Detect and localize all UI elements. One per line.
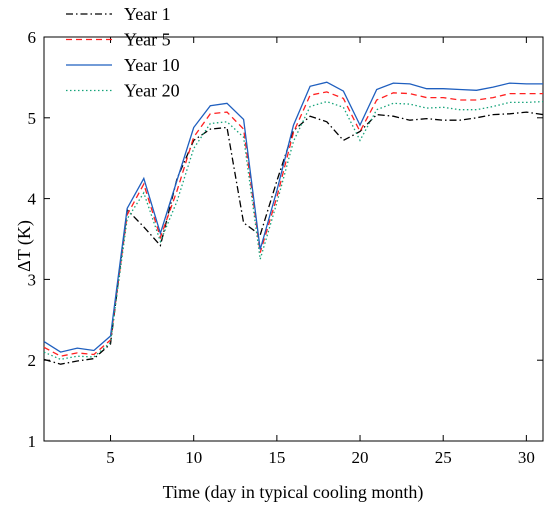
x-tick-label: 15: [268, 448, 285, 467]
x-axis-title: Time (day in typical cooling month): [163, 482, 424, 503]
y-tick-label: 3: [28, 270, 37, 289]
y-axis: 1 2 3 4 5 6: [28, 28, 543, 451]
y-tick-label: 6: [28, 28, 37, 47]
legend-label-year-1: Year 1: [124, 4, 171, 24]
y-tick-label: 2: [28, 351, 37, 370]
series-line-year-1: [43, 111, 544, 365]
legend-label-year-20: Year 20: [124, 81, 180, 101]
series-line-year-20: [43, 100, 544, 361]
legend-label-year-5: Year 5: [124, 30, 171, 50]
x-tick-label: 5: [106, 448, 115, 467]
x-tick-label: 10: [185, 448, 202, 467]
x-tick-label: 30: [518, 448, 535, 467]
y-tick-label: 1: [28, 432, 37, 451]
y-tick-label: 4: [28, 190, 37, 209]
y-axis-title: ΔT (K): [14, 220, 35, 272]
x-tick-label: 25: [435, 448, 452, 467]
y-tick-label: 5: [28, 109, 37, 128]
legend-label-year-10: Year 10: [124, 55, 180, 75]
x-tick-label: 20: [352, 448, 369, 467]
legend: Year 1 Year 5 Year 10 Year 20: [66, 4, 180, 101]
plot-border: [43, 36, 544, 442]
plot-frame: [43, 36, 544, 442]
x-axis: 5 10 15 20 25 30: [106, 37, 535, 467]
series-line-year-5: [43, 91, 543, 357]
series-layer: [43, 81, 544, 365]
series-line-year-10: [43, 81, 543, 353]
